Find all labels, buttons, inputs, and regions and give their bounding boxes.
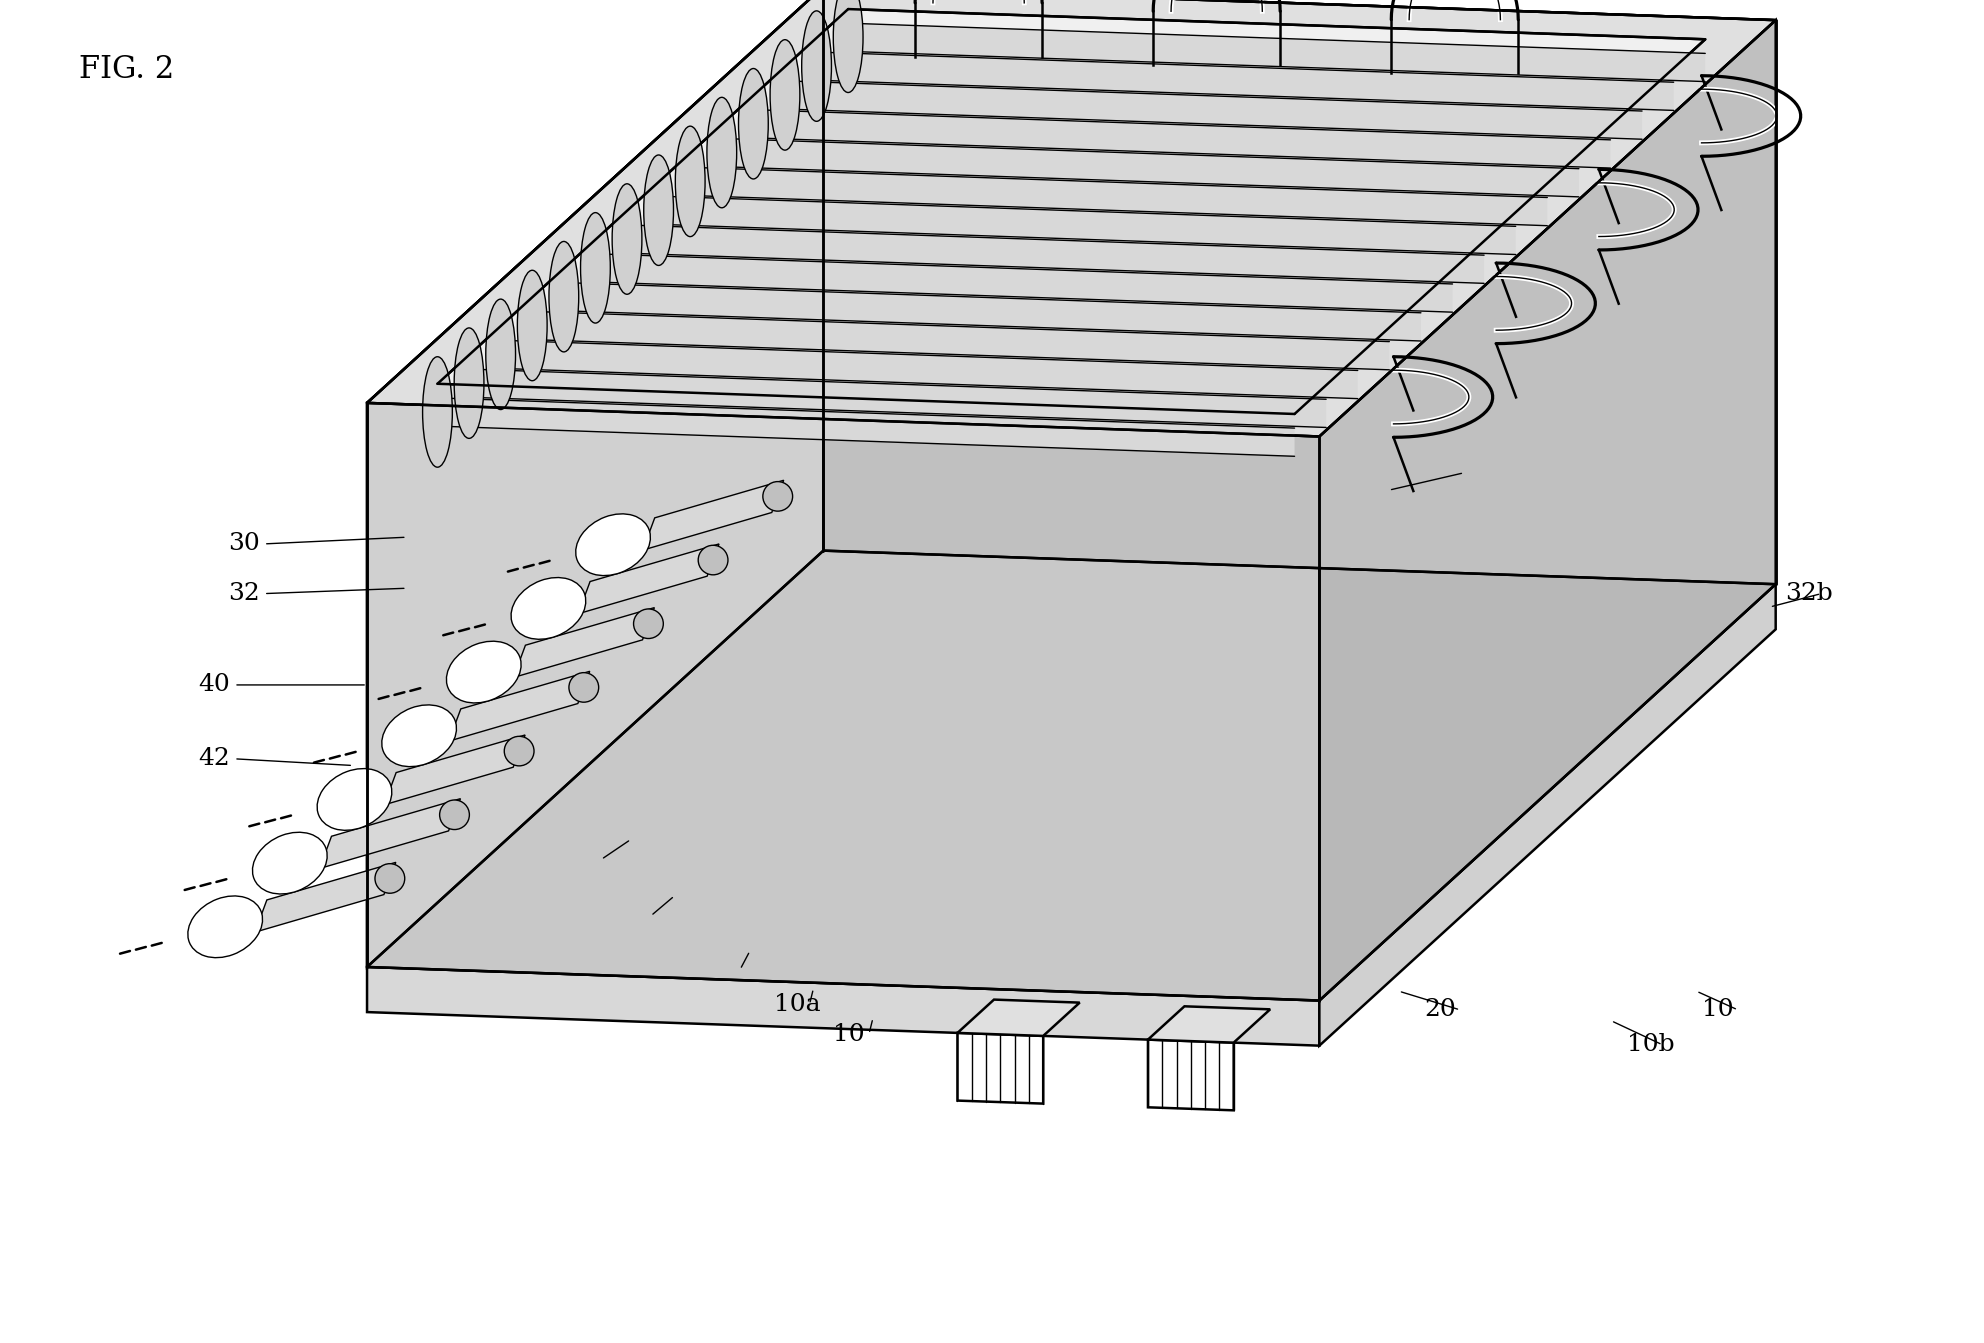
Ellipse shape: [375, 864, 405, 893]
Ellipse shape: [581, 212, 611, 324]
Text: 50: 50: [565, 847, 597, 872]
Text: FIG. 2: FIG. 2: [79, 54, 175, 85]
Polygon shape: [817, 52, 1674, 110]
Ellipse shape: [833, 0, 863, 93]
Polygon shape: [722, 138, 1579, 197]
Text: 32: 32: [228, 582, 260, 606]
Text: 10: 10: [1702, 998, 1734, 1022]
Text: 30: 30: [228, 532, 260, 556]
Ellipse shape: [569, 673, 599, 702]
Text: 20: 20: [1425, 998, 1456, 1022]
Polygon shape: [367, 0, 1776, 436]
Polygon shape: [514, 607, 655, 677]
Ellipse shape: [454, 328, 484, 438]
Text: 32a: 32a: [704, 958, 752, 982]
Ellipse shape: [423, 357, 452, 467]
Text: 10a: 10a: [774, 992, 821, 1017]
Ellipse shape: [698, 545, 728, 575]
Polygon shape: [254, 862, 395, 932]
Polygon shape: [1149, 1039, 1234, 1111]
Ellipse shape: [550, 242, 579, 352]
Ellipse shape: [512, 577, 585, 639]
Polygon shape: [659, 196, 1516, 255]
Polygon shape: [319, 799, 460, 869]
Ellipse shape: [504, 736, 534, 766]
Ellipse shape: [440, 800, 470, 830]
Polygon shape: [627, 224, 1484, 283]
Text: 10: 10: [833, 1022, 865, 1046]
Polygon shape: [849, 23, 1706, 82]
Text: 32: 32: [1428, 461, 1460, 485]
Ellipse shape: [188, 896, 262, 958]
Ellipse shape: [762, 482, 794, 512]
Ellipse shape: [675, 126, 704, 236]
Polygon shape: [563, 282, 1421, 341]
Text: 10b: 10b: [1627, 1033, 1674, 1057]
Polygon shape: [367, 0, 823, 967]
Polygon shape: [1319, 584, 1776, 1046]
Polygon shape: [786, 81, 1643, 140]
Polygon shape: [436, 9, 1706, 414]
Polygon shape: [1319, 20, 1776, 1001]
Polygon shape: [690, 168, 1548, 226]
Ellipse shape: [252, 833, 327, 894]
Polygon shape: [367, 551, 1776, 1001]
Ellipse shape: [381, 705, 456, 767]
Ellipse shape: [770, 40, 800, 150]
Polygon shape: [595, 254, 1452, 312]
Polygon shape: [1149, 1006, 1270, 1042]
Polygon shape: [532, 312, 1389, 369]
Text: 32c: 32c: [615, 904, 661, 928]
Ellipse shape: [643, 154, 673, 266]
Text: 40: 40: [198, 673, 230, 697]
Text: 42: 42: [198, 747, 230, 771]
Ellipse shape: [613, 184, 643, 294]
Ellipse shape: [446, 641, 522, 702]
Polygon shape: [367, 403, 1319, 1001]
Ellipse shape: [738, 68, 768, 179]
Polygon shape: [385, 735, 526, 804]
Polygon shape: [436, 398, 1294, 457]
Ellipse shape: [575, 514, 651, 576]
Polygon shape: [958, 999, 1079, 1035]
Polygon shape: [754, 110, 1611, 168]
Text: 32b: 32b: [1786, 582, 1833, 606]
Polygon shape: [823, 0, 1776, 584]
Polygon shape: [643, 481, 784, 551]
Polygon shape: [577, 544, 718, 614]
Ellipse shape: [317, 768, 391, 830]
Ellipse shape: [518, 270, 548, 380]
Polygon shape: [500, 340, 1357, 399]
Ellipse shape: [802, 11, 831, 121]
Ellipse shape: [633, 608, 663, 638]
Polygon shape: [468, 369, 1325, 427]
Ellipse shape: [486, 299, 516, 410]
Polygon shape: [367, 967, 1319, 1046]
Polygon shape: [958, 1033, 1044, 1104]
Polygon shape: [448, 672, 589, 741]
Ellipse shape: [706, 97, 736, 208]
